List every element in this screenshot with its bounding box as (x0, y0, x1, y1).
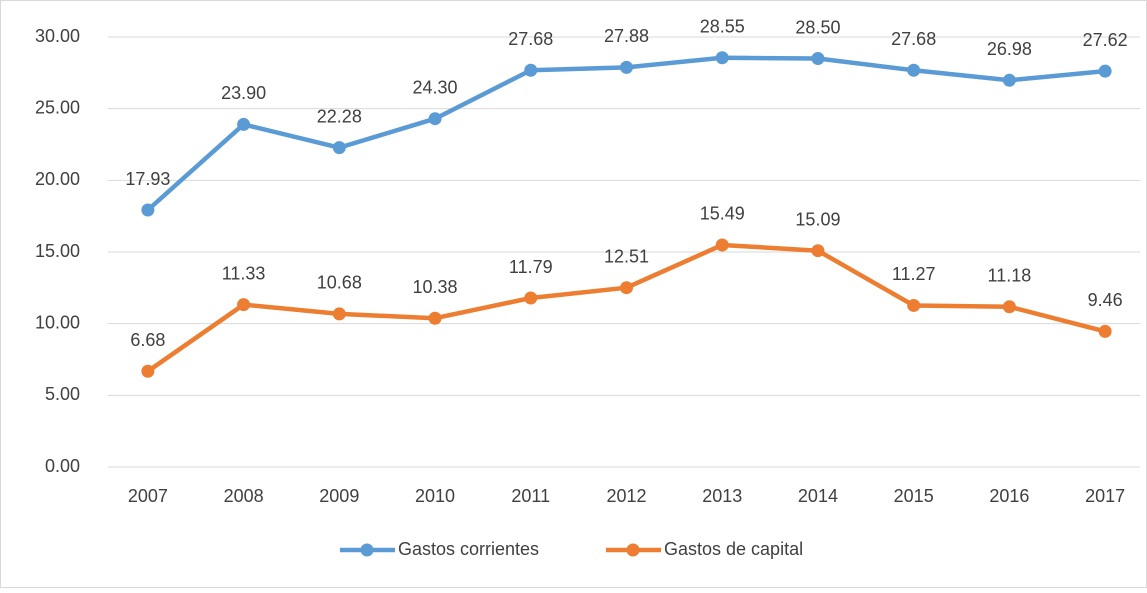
y-tick-label: 0.00 (45, 456, 80, 476)
data-label: 10.38 (413, 277, 458, 297)
legend-label: Gastos corrientes (398, 539, 539, 559)
y-tick-label: 15.00 (35, 241, 80, 261)
point (1002, 300, 1016, 314)
data-label: 11.79 (509, 257, 553, 277)
x-tick-label: 2017 (1085, 486, 1125, 506)
point (620, 281, 633, 295)
data-label: 17.93 (125, 169, 170, 189)
data-label: 28.50 (795, 17, 840, 37)
point (907, 63, 921, 77)
point (907, 298, 921, 312)
y-tick-label: 10.00 (35, 312, 80, 332)
x-tick-label: 2007 (128, 486, 168, 506)
data-label: 27.62 (1083, 30, 1128, 50)
point (141, 364, 155, 378)
point (1098, 324, 1112, 338)
point (332, 141, 346, 155)
data-label: 11.27 (892, 264, 936, 284)
point (524, 63, 538, 77)
legend-marker (626, 543, 640, 557)
data-label: 12.51 (604, 246, 649, 266)
x-tick-label: 2010 (415, 486, 455, 506)
data-label: 23.90 (221, 83, 266, 103)
y-tick-label: 25.00 (35, 97, 80, 117)
x-tick-label: 2011 (511, 486, 550, 506)
legend-label: Gastos de capital (664, 539, 803, 559)
data-label: 28.55 (700, 17, 745, 37)
point (715, 238, 729, 252)
data-label: 15.09 (795, 209, 840, 229)
data-label: 11.18 (988, 266, 1032, 286)
data-label: 15.49 (700, 204, 745, 224)
point (1002, 73, 1016, 87)
data-label: 9.46 (1088, 290, 1123, 310)
point (524, 291, 538, 305)
x-tick-label: 2013 (702, 486, 742, 506)
point (428, 311, 442, 325)
data-label: 11.33 (222, 263, 266, 283)
data-label: 27.68 (508, 29, 553, 49)
point (237, 298, 251, 312)
legend-marker (360, 543, 374, 557)
y-tick-label: 30.00 (35, 26, 80, 46)
data-label: 27.68 (891, 29, 936, 49)
x-tick-label: 2014 (798, 486, 838, 506)
data-label: 27.88 (604, 26, 649, 46)
data-label: 22.28 (317, 106, 362, 126)
point (811, 244, 825, 258)
point (1098, 64, 1112, 78)
data-label: 26.98 (987, 39, 1032, 59)
point (332, 307, 346, 321)
x-tick-label: 2008 (224, 486, 264, 506)
point (237, 117, 251, 131)
data-label: 6.68 (130, 330, 165, 350)
x-tick-label: 2016 (989, 486, 1029, 506)
y-tick-label: 5.00 (45, 384, 80, 404)
point (620, 60, 633, 74)
point (141, 203, 155, 217)
point (428, 112, 442, 126)
point (715, 51, 729, 65)
data-label: 10.68 (317, 273, 362, 293)
point (811, 52, 825, 65)
x-tick-label: 2009 (319, 486, 359, 506)
data-label: 24.30 (413, 77, 458, 97)
x-tick-label: 2012 (606, 486, 646, 506)
x-tick-label: 2015 (894, 486, 934, 506)
y-tick-label: 20.00 (35, 169, 80, 189)
